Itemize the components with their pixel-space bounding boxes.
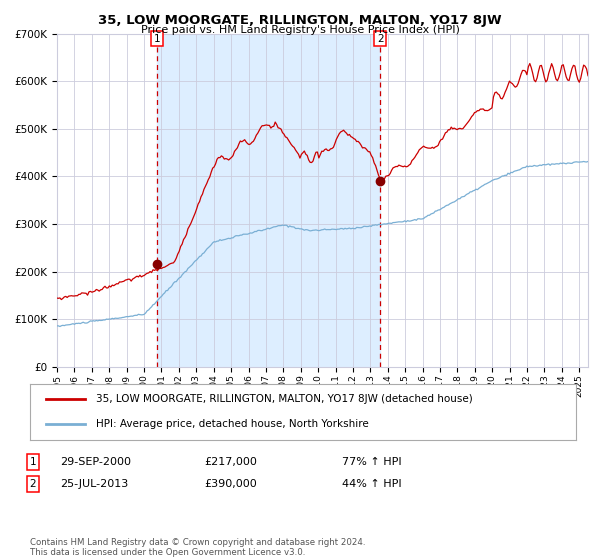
Text: 1: 1 xyxy=(154,34,160,44)
Text: 35, LOW MOORGATE, RILLINGTON, MALTON, YO17 8JW: 35, LOW MOORGATE, RILLINGTON, MALTON, YO… xyxy=(98,14,502,27)
Text: 77% ↑ HPI: 77% ↑ HPI xyxy=(342,457,401,467)
Text: 2: 2 xyxy=(377,34,383,44)
Text: £390,000: £390,000 xyxy=(204,479,257,489)
Text: 35, LOW MOORGATE, RILLINGTON, MALTON, YO17 8JW (detached house): 35, LOW MOORGATE, RILLINGTON, MALTON, YO… xyxy=(95,394,472,404)
Text: 29-SEP-2000: 29-SEP-2000 xyxy=(60,457,131,467)
Text: £217,000: £217,000 xyxy=(204,457,257,467)
Text: Contains HM Land Registry data © Crown copyright and database right 2024.
This d: Contains HM Land Registry data © Crown c… xyxy=(30,538,365,557)
Text: Price paid vs. HM Land Registry's House Price Index (HPI): Price paid vs. HM Land Registry's House … xyxy=(140,25,460,35)
Text: HPI: Average price, detached house, North Yorkshire: HPI: Average price, detached house, Nort… xyxy=(95,419,368,429)
Text: 1: 1 xyxy=(29,457,37,467)
Text: 2: 2 xyxy=(29,479,37,489)
Bar xyxy=(157,34,380,367)
Text: 25-JUL-2013: 25-JUL-2013 xyxy=(60,479,128,489)
Text: 44% ↑ HPI: 44% ↑ HPI xyxy=(342,479,401,489)
